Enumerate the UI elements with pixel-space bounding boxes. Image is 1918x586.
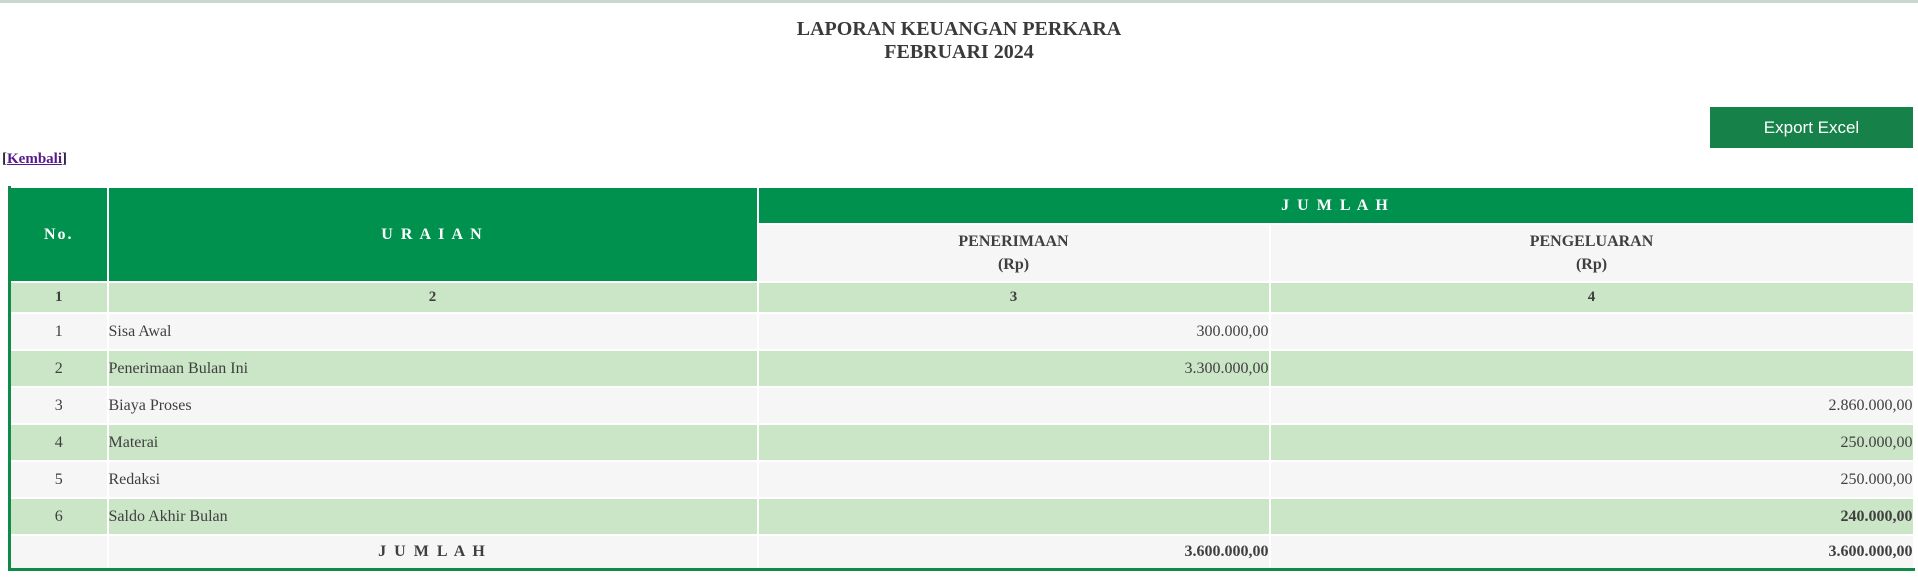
report-title: LAPORAN KEUANGAN PERKARA	[796, 18, 1122, 40]
back-link-bracket-open: [	[2, 151, 7, 167]
total-label: J U M L A H	[106, 534, 759, 570]
row-no: 3	[8, 386, 109, 425]
colnum-3: 3	[756, 281, 1271, 314]
row-penerimaan	[756, 460, 1271, 499]
table-row: 5 Redaksi 250.000,00	[8, 460, 1915, 499]
header-pengeluaran-label: PENGELUARAN	[1529, 233, 1654, 250]
back-link-bracket-close: ]	[62, 151, 67, 167]
table-row: 2 Penerimaan Bulan Ini 3.300.000,00	[8, 349, 1915, 388]
column-number-row: 1 2 3 4	[8, 281, 1915, 314]
row-no: 2	[8, 349, 109, 388]
table-header-row-2: PENERIMAAN (Rp) PENGELUARAN (Rp)	[10, 223, 1915, 283]
finance-report-table: No. U R A I A N J U M L A H PENERIMAAN (…	[8, 186, 1915, 571]
header-no: No.	[8, 186, 109, 283]
row-pengeluaran	[1268, 312, 1915, 351]
row-penerimaan	[756, 386, 1271, 425]
row-uraian: Materai	[106, 423, 759, 462]
page-title: LAPORAN KEUANGAN PERKARA FEBRUARI 2024	[0, 18, 1918, 64]
row-no: 6	[8, 497, 109, 536]
header-penerimaan-label: PENERIMAAN	[958, 233, 1069, 250]
row-uraian: Sisa Awal	[106, 312, 759, 351]
colnum-1: 1	[8, 281, 109, 314]
report-period: FEBRUARI 2024	[884, 41, 1034, 63]
row-no: 5	[8, 460, 109, 499]
row-pengeluaran: 2.860.000,00	[1268, 386, 1915, 425]
row-penerimaan	[756, 423, 1271, 462]
table-header-row-1: No. U R A I A N J U M L A H	[8, 186, 1915, 283]
total-penerimaan: 3.600.000,00	[756, 534, 1271, 570]
row-pengeluaran	[1268, 349, 1915, 388]
row-pengeluaran: 250.000,00	[1268, 460, 1915, 499]
table-row: 3 Biaya Proses 2.860.000,00	[8, 386, 1915, 425]
table-total-row: J U M L A H 3.600.000,00 3.600.000,00	[8, 534, 1915, 570]
row-pengeluaran: 240.000,00	[1268, 497, 1915, 536]
row-uraian: Biaya Proses	[106, 386, 759, 425]
header-pengeluaran-unit: (Rp)	[1575, 256, 1608, 273]
back-link[interactable]: Kembali	[7, 151, 62, 167]
header-penerimaan-unit: (Rp)	[997, 256, 1030, 273]
total-pengeluaran: 3.600.000,00	[1268, 534, 1915, 570]
header-jumlah: J U M L A H	[756, 186, 1915, 225]
row-penerimaan	[756, 497, 1271, 536]
back-link-container: [Kembali]	[2, 151, 67, 168]
row-no: 1	[8, 312, 109, 351]
row-uraian: Saldo Akhir Bulan	[106, 497, 759, 536]
row-uraian: Penerimaan Bulan Ini	[106, 349, 759, 388]
export-excel-button[interactable]: Export Excel	[1710, 107, 1913, 148]
header-penerimaan: PENERIMAAN (Rp)	[756, 223, 1271, 283]
total-empty-cell	[8, 534, 109, 570]
colnum-2: 2	[106, 281, 759, 314]
header-uraian: U R A I A N	[106, 186, 759, 283]
row-penerimaan: 300.000,00	[756, 312, 1271, 351]
table-row: 6 Saldo Akhir Bulan 240.000,00	[8, 497, 1915, 536]
table-row: 1 Sisa Awal 300.000,00	[8, 312, 1915, 351]
row-no: 4	[8, 423, 109, 462]
row-penerimaan: 3.300.000,00	[756, 349, 1271, 388]
row-uraian: Redaksi	[106, 460, 759, 499]
top-divider-line	[0, 0, 1918, 3]
header-pengeluaran: PENGELUARAN (Rp)	[1268, 223, 1915, 283]
row-pengeluaran: 250.000,00	[1268, 423, 1915, 462]
table-row: 4 Materai 250.000,00	[8, 423, 1915, 462]
colnum-4: 4	[1268, 281, 1915, 314]
